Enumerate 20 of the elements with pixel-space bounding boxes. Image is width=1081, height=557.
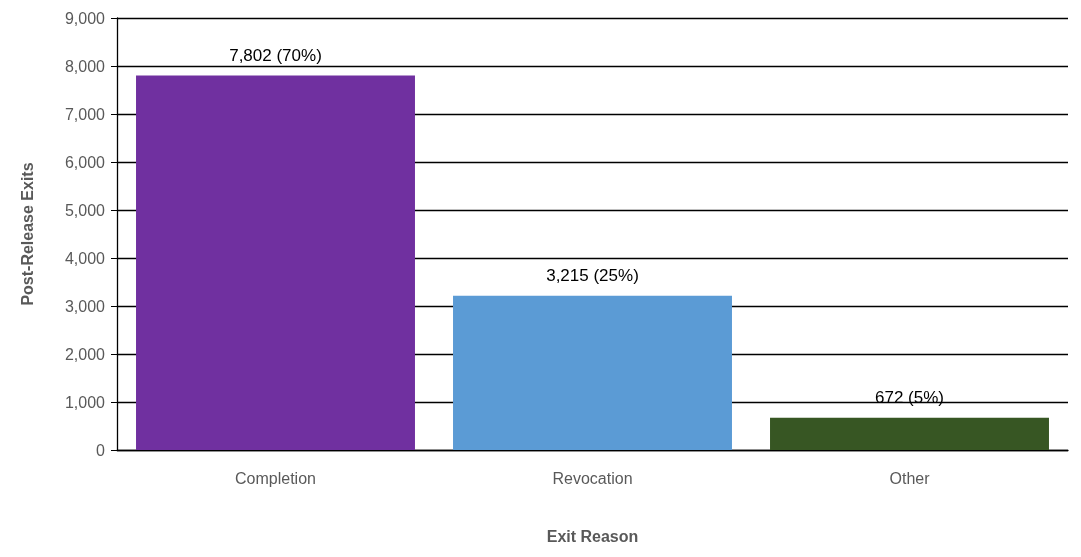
- data-label: 7,802 (70%): [229, 45, 322, 65]
- y-tick-label: 3,000: [64, 297, 106, 315]
- y-tick-label: 2,000: [64, 345, 106, 363]
- x-tick-label: Other: [889, 469, 931, 487]
- y-axis-title: Post-Release Exits: [18, 162, 36, 306]
- y-tick-label: 6,000: [64, 153, 106, 171]
- y-tick-label: 1,000: [64, 393, 106, 411]
- x-axis-title: Exit Reason: [546, 527, 639, 545]
- y-tick-label: 7,000: [64, 105, 106, 123]
- y-tick-label: 8,000: [64, 57, 106, 75]
- bar: [453, 295, 732, 450]
- y-tick-label: 5,000: [64, 201, 106, 219]
- y-tick-label: 9,000: [64, 9, 106, 27]
- x-tick-label: Completion: [235, 469, 316, 487]
- bar: [770, 417, 1049, 450]
- y-tick-label: 0: [96, 441, 106, 459]
- data-label: 3,215 (25%): [546, 265, 639, 285]
- x-tick-label: Revocation: [552, 469, 633, 487]
- bar: [136, 75, 415, 450]
- y-tick-label: 4,000: [64, 249, 106, 267]
